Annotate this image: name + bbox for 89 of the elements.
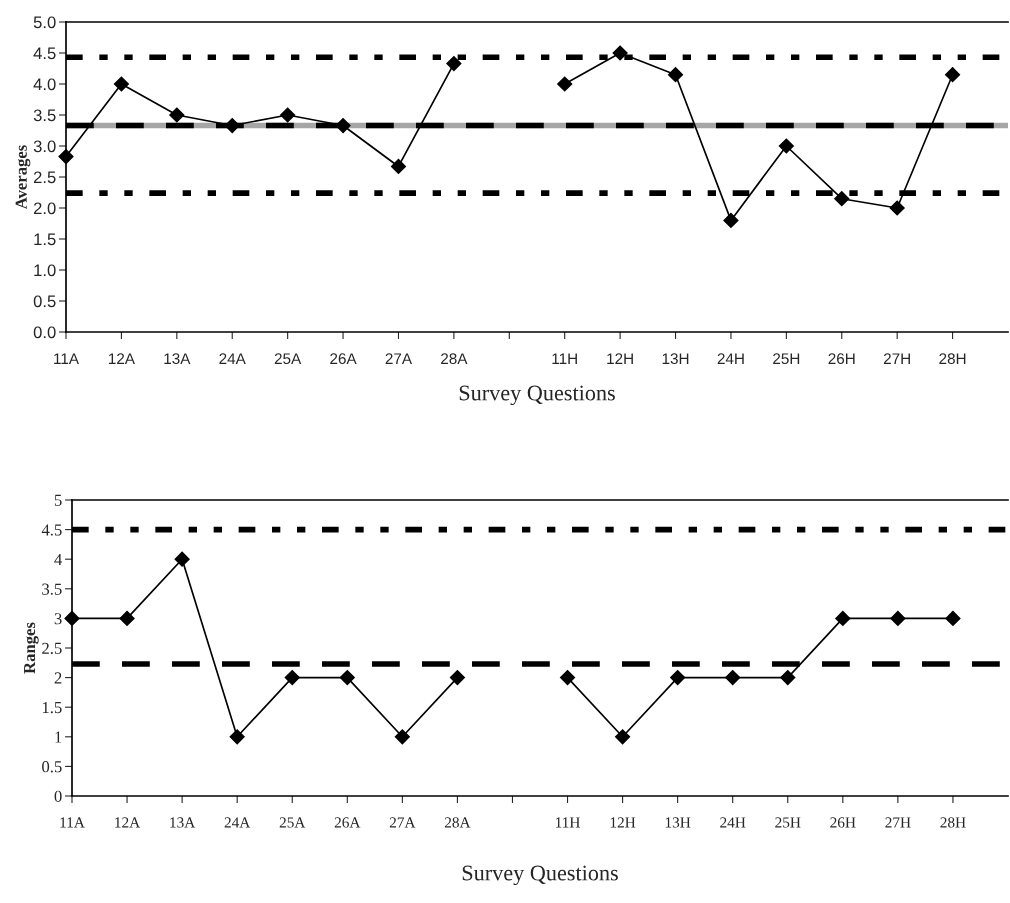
x-tick-label: 11H [556, 817, 580, 828]
y-tick-label: 4.5 [33, 47, 56, 60]
x-tick-label: 13H [665, 817, 691, 828]
x-tick-label: 25A [279, 817, 306, 828]
point [945, 67, 961, 83]
x-tick-label: 26H [828, 353, 855, 365]
point [169, 107, 185, 123]
x-tick-label: 25A [274, 353, 302, 365]
x-tick-label: 27H [885, 817, 911, 828]
point [113, 76, 129, 92]
y-tick-label: 4.0 [33, 78, 56, 91]
x-tick-label: 12H [610, 817, 636, 828]
y-tick-label: 4 [54, 554, 63, 565]
y-axis-title: Averages [15, 145, 31, 210]
x-tick-label: 12H [607, 353, 633, 364]
y-tick-label: 0.5 [42, 761, 62, 773]
point [446, 55, 462, 72]
y-tick-label: 0 [54, 790, 62, 802]
x-axis-title: Survey Questions [462, 865, 618, 886]
point [284, 670, 300, 686]
x-tick-label: 24A [224, 817, 251, 828]
y-tick-label: 2.0 [33, 202, 56, 215]
point [58, 148, 74, 165]
point [667, 67, 684, 83]
x-tick-label: 13A [170, 817, 196, 828]
x-tick-label: 25H [775, 817, 801, 828]
x-tick-label: 24H [717, 353, 744, 364]
point [390, 158, 407, 175]
y-tick-label: 3 [54, 613, 62, 625]
y-tick-label: 0.0 [33, 326, 56, 339]
y-tick-label: 2.5 [33, 171, 56, 184]
y-tick-label: 1 [55, 731, 62, 743]
y-tick-label: 3.5 [42, 583, 62, 595]
y-tick-label: 3.0 [33, 140, 56, 153]
y-tick-label: 1.5 [42, 701, 62, 714]
y-axis-title: Ranges [24, 622, 39, 674]
x-tick-label: 27A [389, 817, 416, 828]
point [670, 670, 686, 686]
x-tick-label: 28A [444, 817, 471, 828]
x-tick-label: 24A [219, 353, 246, 364]
point [889, 200, 905, 216]
point [778, 138, 794, 154]
point [280, 107, 296, 123]
point [723, 212, 739, 228]
y-tick-label: 2 [54, 672, 62, 684]
x-tick-label: 27H [883, 353, 910, 364]
x-tick-label: 24H [720, 817, 746, 828]
x-tick-label: 13H [662, 353, 689, 365]
point [615, 729, 631, 745]
point [335, 117, 351, 134]
y-tick-label: 5.0 [33, 16, 56, 29]
point [64, 610, 80, 626]
y-tick-label: 3.5 [33, 109, 56, 122]
point [119, 610, 135, 626]
x-tick-label: 12A [115, 817, 141, 828]
x-tick-label: 26H [830, 817, 856, 828]
x-tick-label: 27A [385, 353, 413, 364]
x-tick-label: 28A [441, 353, 468, 365]
y-tick-label: 4.5 [41, 524, 62, 536]
point [945, 610, 961, 626]
y-tick-label: 1.0 [34, 264, 56, 277]
point [174, 551, 190, 567]
point [834, 191, 850, 207]
x-tick-label: 28H [939, 353, 966, 365]
point [890, 610, 906, 626]
y-tick-label: 5 [54, 494, 62, 506]
point [835, 610, 851, 626]
point [339, 670, 355, 686]
x-tick-label: 26A [330, 353, 357, 365]
x-tick-label: 26A [334, 817, 361, 828]
point [559, 670, 576, 686]
x-axis-title: Survey Questions [459, 385, 615, 406]
point [612, 45, 628, 61]
point [394, 729, 410, 745]
x-tick-label: 25H [773, 353, 800, 365]
x-tick-label: 11A [54, 353, 79, 364]
point [557, 76, 573, 92]
y-tick-label: 1.5 [34, 233, 56, 246]
x-tick-label: 12A [108, 353, 135, 364]
point [229, 729, 245, 745]
x-tick-label: 11A [60, 817, 85, 828]
x-tick-label: 11H [552, 353, 577, 364]
x-tick-label: 28H [940, 817, 966, 828]
point [725, 670, 741, 686]
x-tick-label: 13A [164, 353, 191, 365]
y-tick-label: 0.5 [33, 295, 56, 308]
y-tick-label: 2.5 [42, 642, 62, 655]
point [449, 670, 465, 686]
point [780, 670, 796, 686]
